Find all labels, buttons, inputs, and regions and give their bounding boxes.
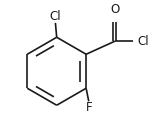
Text: Cl: Cl <box>137 35 149 48</box>
Text: O: O <box>110 3 120 16</box>
Text: F: F <box>85 101 92 114</box>
Text: Cl: Cl <box>50 10 61 23</box>
